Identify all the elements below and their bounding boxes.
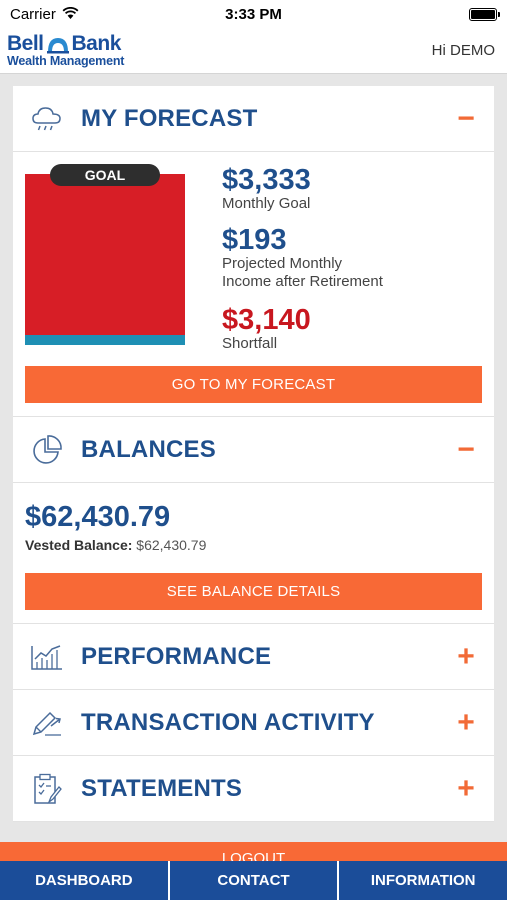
wifi-icon bbox=[62, 6, 79, 23]
clipboard-icon bbox=[29, 771, 65, 807]
logo-text-bell: Bell bbox=[7, 32, 44, 56]
performance-title: PERFORMANCE bbox=[81, 642, 272, 670]
line-chart-icon bbox=[29, 639, 65, 675]
shortfall-value: $3,140 bbox=[222, 304, 311, 336]
transaction-activity-expand-toggle[interactable]: + bbox=[457, 705, 475, 739]
projected-income-value: $193 bbox=[222, 224, 287, 256]
statements-expand-toggle[interactable]: + bbox=[457, 771, 475, 805]
status-left: Carrier bbox=[10, 6, 79, 23]
shortfall-stat: $3,140 Shortfall bbox=[222, 306, 311, 353]
bottom-tab-bar: DASHBOARD CONTACT INFORMATION bbox=[0, 861, 507, 900]
transaction-activity-title: TRANSACTION ACTIVITY bbox=[81, 708, 375, 736]
monthly-goal-label: Monthly Goal bbox=[222, 195, 311, 212]
projected-income-label-2: Income after Retirement bbox=[222, 273, 383, 290]
app-header: Bell Bank Wealth Management Hi DEMO bbox=[0, 28, 507, 74]
status-bar: Carrier 3:33 PM bbox=[0, 0, 507, 28]
logo-subtitle: Wealth Management bbox=[7, 54, 125, 69]
balances-section-header[interactable]: BALANCES − bbox=[13, 417, 494, 483]
go-to-forecast-button[interactable]: GO TO MY FORECAST bbox=[25, 366, 482, 403]
bell-logo-icon bbox=[46, 37, 69, 54]
balances-title: BALANCES bbox=[81, 435, 216, 463]
forecast-section-header[interactable]: MY FORECAST − bbox=[13, 86, 494, 152]
projected-income-stat: $193 Projected Monthly Income after Reti… bbox=[222, 226, 383, 291]
vested-balance-value: $62,430.79 bbox=[136, 537, 207, 553]
transaction-activity-section-header[interactable]: TRANSACTION ACTIVITY + bbox=[13, 690, 494, 756]
logo-text-bank: Bank bbox=[71, 32, 122, 56]
battery-icon bbox=[469, 7, 500, 21]
carrier-label: Carrier bbox=[10, 5, 56, 23]
tab-contact[interactable]: CONTACT bbox=[169, 861, 340, 900]
performance-expand-toggle[interactable]: + bbox=[457, 639, 475, 673]
tab-dashboard[interactable]: DASHBOARD bbox=[0, 861, 170, 900]
vested-balance: Vested Balance: $62,430.79 bbox=[25, 537, 206, 553]
cloud-rain-icon bbox=[29, 101, 65, 137]
performance-section-header[interactable]: PERFORMANCE + bbox=[13, 624, 494, 690]
monthly-goal-value: $3,333 bbox=[222, 164, 311, 196]
balances-body: $62,430.79 Vested Balance: $62,430.79 SE… bbox=[13, 483, 494, 624]
pencil-arrow-icon bbox=[29, 705, 65, 741]
projected-income-label-1: Projected Monthly bbox=[222, 255, 343, 272]
goal-bar bbox=[25, 174, 185, 344]
pie-chart-icon bbox=[29, 432, 65, 468]
see-balance-details-button[interactable]: SEE BALANCE DETAILS bbox=[25, 573, 482, 610]
bell-bank-logo[interactable]: Bell Bank Wealth Management bbox=[7, 33, 124, 68]
statements-section-header[interactable]: STATEMENTS + bbox=[13, 756, 494, 822]
vested-balance-label: Vested Balance: bbox=[25, 537, 133, 553]
shortfall-label: Shortfall bbox=[222, 335, 278, 352]
tab-information[interactable]: INFORMATION bbox=[339, 861, 507, 900]
goal-label: GOAL bbox=[50, 164, 160, 186]
balances-collapse-toggle[interactable]: − bbox=[457, 432, 475, 466]
user-greeting: Hi DEMO bbox=[431, 42, 495, 59]
forecast-collapse-toggle[interactable]: − bbox=[457, 101, 475, 135]
statements-title: STATEMENTS bbox=[81, 774, 243, 802]
forecast-body: GOAL $3,333 Monthly Goal $193 Projected … bbox=[13, 152, 494, 417]
forecast-title: MY FORECAST bbox=[81, 104, 258, 132]
income-bar bbox=[25, 335, 185, 345]
dashboard-panel: MY FORECAST − GOAL $3,333 Monthly Goal $… bbox=[13, 86, 494, 822]
total-balance: $62,430.79 bbox=[25, 501, 171, 533]
monthly-goal-stat: $3,333 Monthly Goal bbox=[222, 166, 311, 213]
